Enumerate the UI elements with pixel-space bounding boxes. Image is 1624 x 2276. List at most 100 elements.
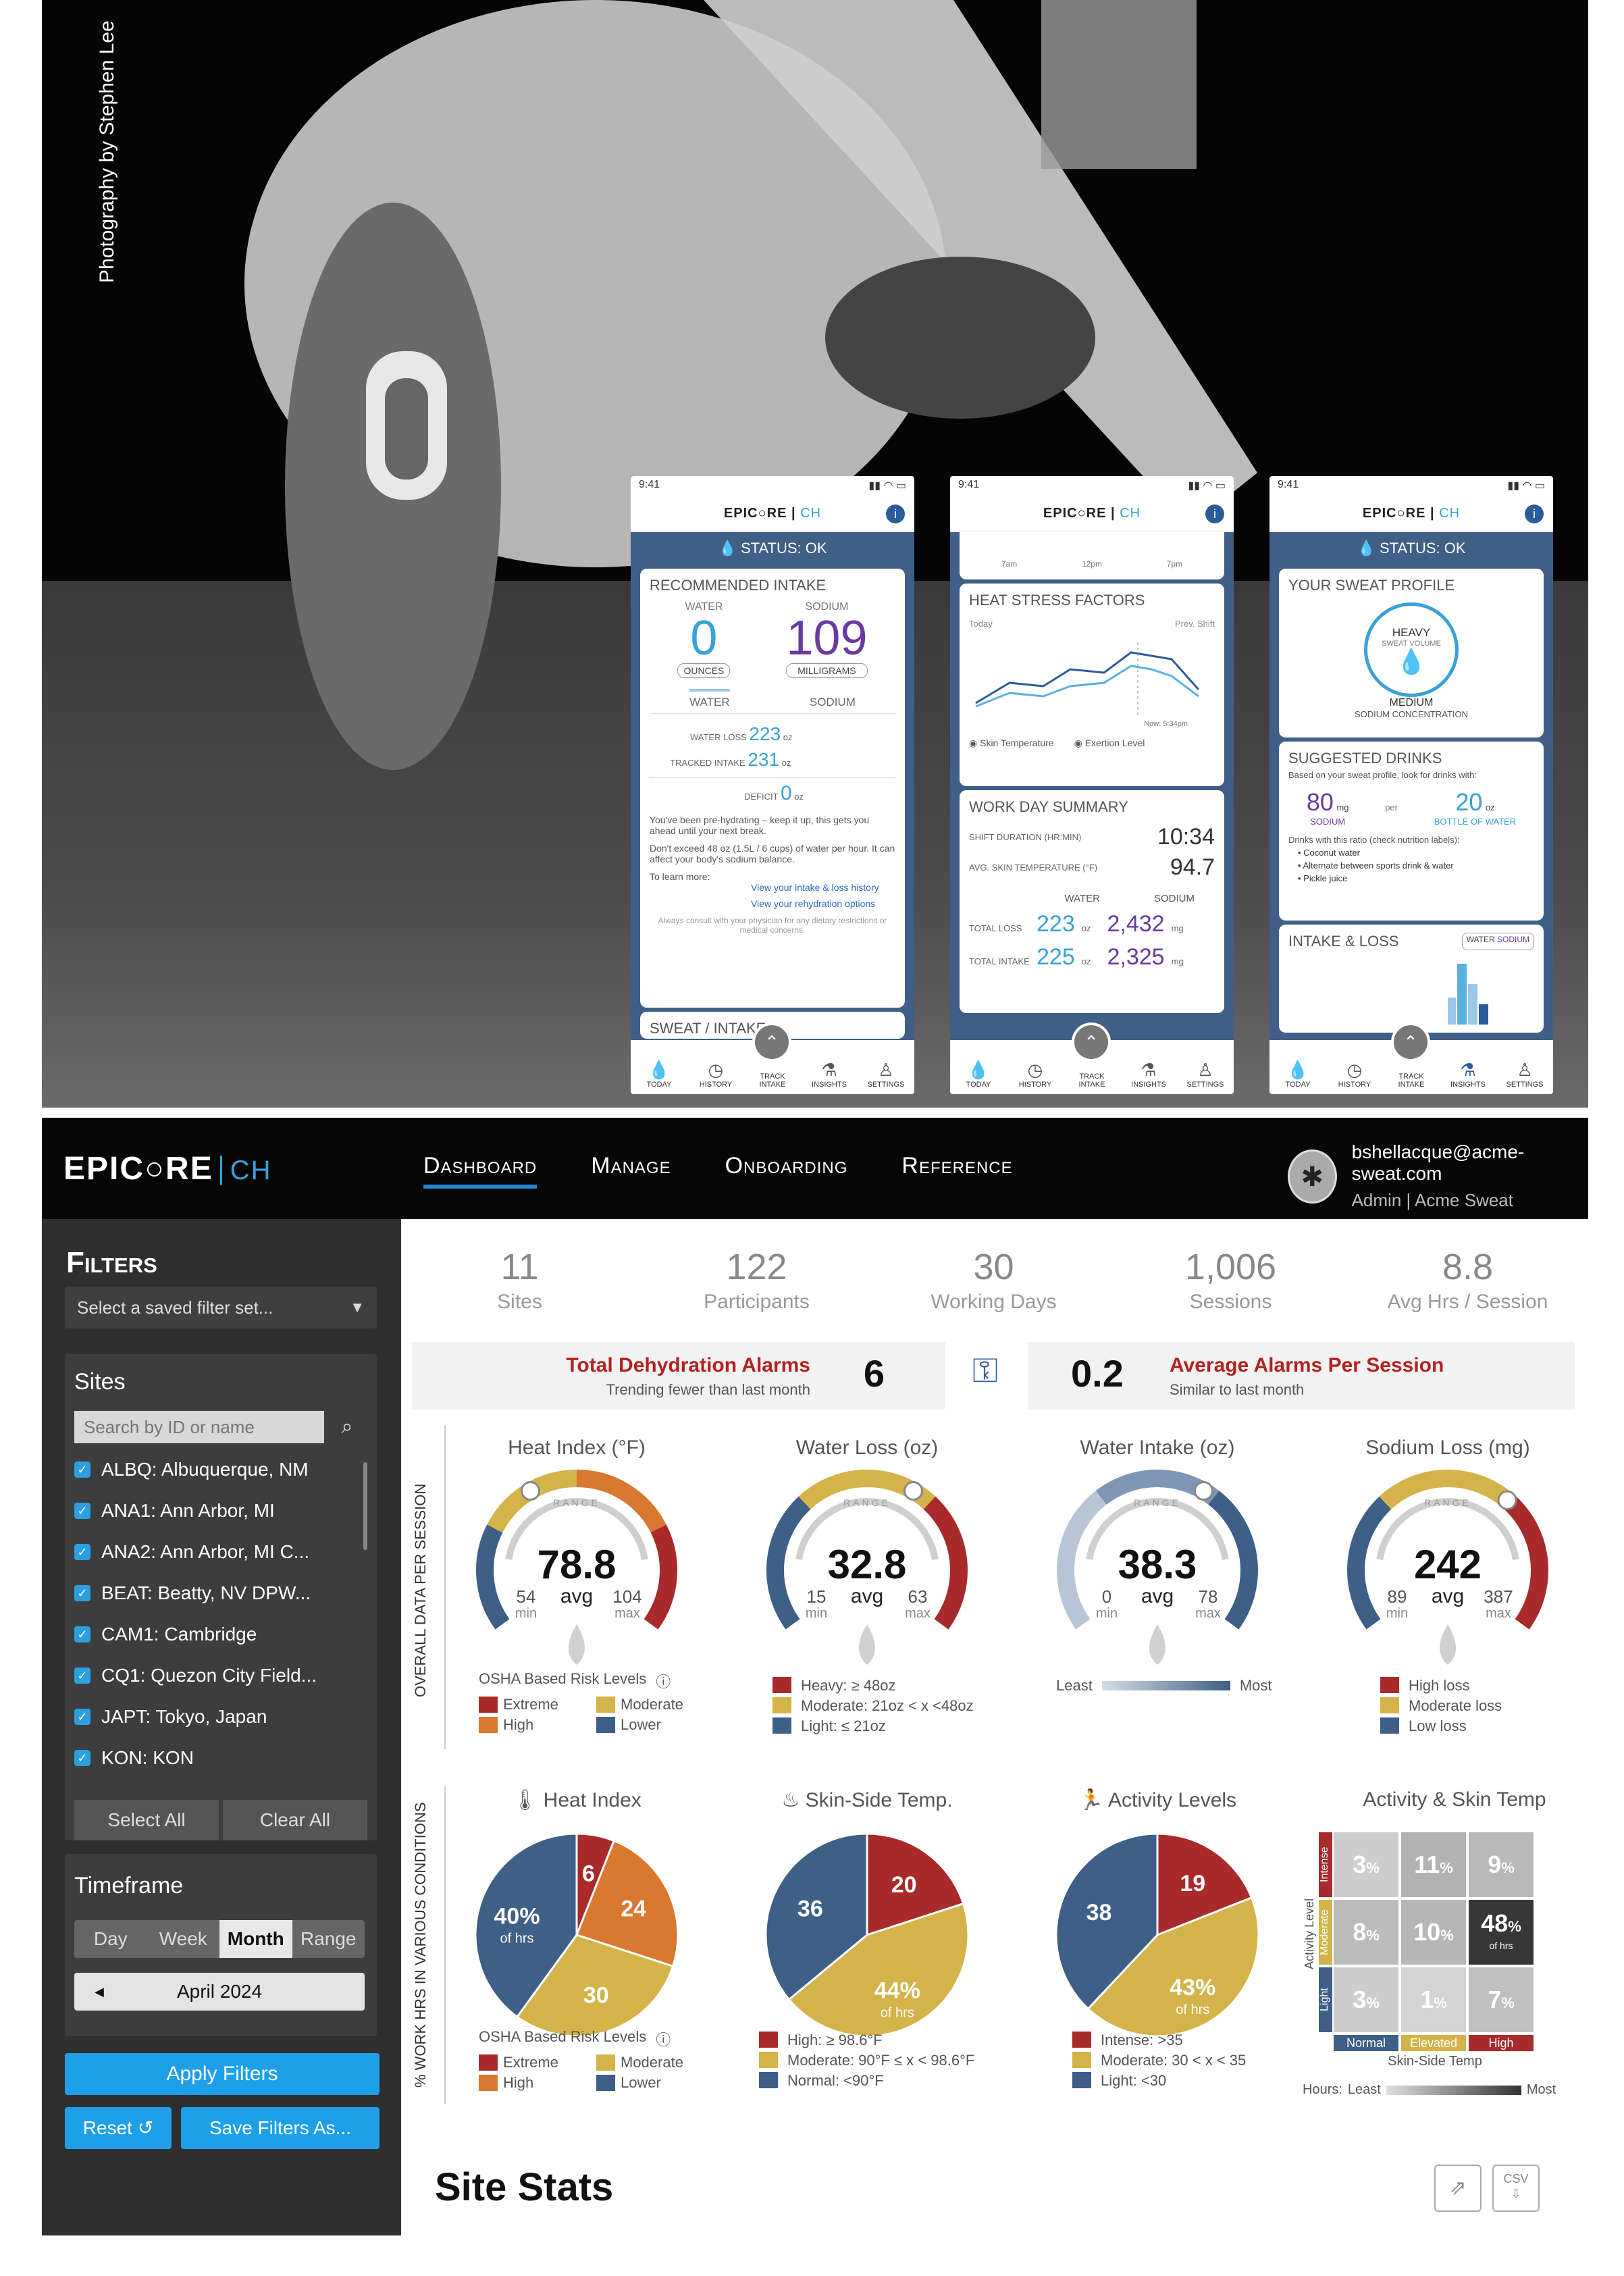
- checkbox-icon[interactable]: ✓: [74, 1502, 90, 1519]
- reset-button[interactable]: Reset ↺: [65, 2107, 172, 2149]
- history-icon: ◷: [708, 1060, 724, 1080]
- chart-card-top: 7am 12pm 7pm: [960, 532, 1224, 579]
- tab-history[interactable]: ◷ HISTORY: [1331, 1060, 1378, 1089]
- timeframe-month[interactable]: Month: [219, 1920, 292, 1958]
- brand-logo[interactable]: EPIC○RE CH: [63, 1151, 272, 1187]
- tab-today[interactable]: 💧 TODAY: [955, 1060, 1002, 1089]
- tab-track[interactable]: ⌃ TRACK INTAKE: [1388, 1023, 1435, 1089]
- tab-insights[interactable]: ⚗ INSIGHTS: [1125, 1060, 1172, 1089]
- nav-reference[interactable]: Reference: [901, 1153, 1013, 1179]
- timeframe-label: Timeframe: [74, 1873, 184, 1898]
- user-email: bshellacque@acme-sweat.com: [1351, 1141, 1525, 1184]
- tab-settings[interactable]: ♙ SETTINGS: [1182, 1060, 1229, 1089]
- site-item[interactable]: ✓ BEAT: Beatty, NV DPW...: [74, 1572, 358, 1613]
- user-menu[interactable]: ✱ bshellacque@acme-sweat.com Admin | Acm…: [1288, 1141, 1588, 1211]
- nav-manage[interactable]: Manage: [591, 1153, 671, 1179]
- heatmap-col-label: Elevated: [1401, 2035, 1466, 2051]
- app-logo: EPIC○RE | CH: [723, 505, 822, 521]
- heatmap-cell: 48% of hrs: [1469, 1900, 1534, 1965]
- info-icon[interactable]: i: [1525, 505, 1544, 523]
- checkbox-icon[interactable]: ✓: [74, 1461, 90, 1478]
- checkbox-icon[interactable]: ✓: [74, 1543, 90, 1560]
- gauge-avg-label: avg: [1141, 1585, 1174, 1607]
- pie-slice: [764, 1832, 868, 2001]
- track-intake-icon[interactable]: ⌃: [1072, 1023, 1111, 1062]
- heatmap-cell-percent: %: [1366, 1994, 1380, 2011]
- csv-download-icon[interactable]: CSV ⇩: [1492, 2165, 1540, 2212]
- site-list-scrollbar[interactable]: [363, 1462, 367, 1550]
- tab-insights[interactable]: ⚗ INSIGHTS: [806, 1060, 853, 1089]
- avatar[interactable]: ✱: [1288, 1149, 1337, 1204]
- checkbox-icon[interactable]: ✓: [74, 1584, 90, 1601]
- tab-track[interactable]: ⌃ TRACK INTAKE: [1068, 1023, 1116, 1089]
- site-item[interactable]: ✓ KON: KON: [74, 1737, 358, 1778]
- gauge-range-arc: [1376, 1498, 1519, 1560]
- prev-month-icon[interactable]: ◀: [95, 1985, 104, 1998]
- clear-all-button[interactable]: Clear All: [223, 1800, 367, 1840]
- site-item[interactable]: ✓ ALBQ: Albuquerque, NM: [74, 1449, 358, 1490]
- timeframe-week[interactable]: Week: [159, 1928, 207, 1949]
- heatmap-x-label: Skin-Side Temp: [1388, 2054, 1482, 2069]
- heatmap-cell-percent: %: [1501, 1994, 1515, 2011]
- water-unit[interactable]: OUNCES: [677, 663, 731, 678]
- kpi-sessions: 1,006 Sessions: [1184, 1247, 1277, 1313]
- water-sodium-toggle[interactable]: WATER SODIUM: [1461, 933, 1534, 950]
- sodium-unit[interactable]: MILLIGRAMS: [786, 663, 868, 678]
- sodium-loss-legend: High loss Moderate loss Low loss: [1380, 1677, 1502, 1738]
- info-icon[interactable]: i: [1205, 505, 1224, 523]
- search-icon[interactable]: ⌕: [341, 1416, 353, 1438]
- gauge-avg-label: avg: [851, 1585, 883, 1607]
- skin-temp-toggle[interactable]: ◉ Skin Temperature: [969, 738, 1054, 748]
- site-search-input[interactable]: [74, 1411, 324, 1443]
- work-day-summary-card: WORK DAY SUMMARY SHIFT DURATION (HR:MIN)…: [960, 790, 1224, 1013]
- gauge-max-label: max: [905, 1606, 931, 1621]
- pie-slice: [1055, 1832, 1159, 2011]
- tab-sodium[interactable]: SODIUM: [809, 696, 856, 708]
- info-icon[interactable]: i: [886, 505, 905, 523]
- gauge-arc-segment: [923, 1496, 968, 1630]
- nav-onboarding[interactable]: Onboarding: [725, 1153, 848, 1179]
- info-icon[interactable]: ⓘ: [656, 1674, 671, 1690]
- total-loss-sodium: 2,432: [1107, 911, 1165, 937]
- tab-insights[interactable]: ⚗ INSIGHTS: [1444, 1060, 1492, 1089]
- checkbox-icon[interactable]: ✓: [74, 1749, 90, 1766]
- nav-dashboard[interactable]: Dashboard: [423, 1153, 538, 1189]
- tab-settings[interactable]: ♙ SETTINGS: [862, 1060, 910, 1089]
- tab-settings[interactable]: ♙ SETTINGS: [1501, 1060, 1548, 1089]
- month-picker[interactable]: ◀ April 2024: [74, 1973, 365, 2011]
- site-item[interactable]: ✓ ANA2: Ann Arbor, MI C...: [74, 1531, 358, 1572]
- track-intake-icon[interactable]: ⌃: [752, 1023, 791, 1062]
- select-all-button[interactable]: Select All: [74, 1800, 219, 1840]
- tab-history[interactable]: ◷ HISTORY: [1012, 1060, 1059, 1089]
- info-icon[interactable]: ⓘ: [656, 2032, 671, 2048]
- site-item[interactable]: ✓ JAPT: Tokyo, Japan: [74, 1696, 358, 1737]
- gauge-arc-segment: [476, 1524, 510, 1630]
- drink-item: • Pickle juice: [1298, 873, 1348, 883]
- saved-filter-select[interactable]: Select a saved filter set... ▼: [65, 1287, 377, 1328]
- checkbox-icon[interactable]: ✓: [74, 1667, 90, 1684]
- timeframe-range[interactable]: Range: [300, 1928, 357, 1949]
- rehydration-link[interactable]: View your rehydration options: [751, 898, 876, 909]
- sweat-profile-card: YOUR SWEAT PROFILE HEAVY SWEAT VOLUME 💧 …: [1279, 569, 1544, 738]
- save-filters-button[interactable]: Save Filters As...: [181, 2107, 379, 2149]
- export-icon[interactable]: ⇗: [1434, 2165, 1482, 2212]
- site-item[interactable]: ✓ CQ1: Quezon City Field...: [74, 1655, 358, 1696]
- history-link[interactable]: View your intake & loss history: [751, 882, 879, 893]
- drop-icon: 💧: [1396, 648, 1427, 675]
- apply-filters-button[interactable]: Apply Filters: [65, 2053, 379, 2095]
- exertion-toggle[interactable]: ◉ Exertion Level: [1074, 738, 1145, 748]
- timeframe-day[interactable]: Day: [93, 1928, 128, 1949]
- total-alarms-title: Total Dehydration Alarms: [566, 1354, 810, 1376]
- site-item[interactable]: ✓ ANA1: Ann Arbor, MI: [74, 1490, 358, 1531]
- gauge-range-arc: [505, 1498, 648, 1560]
- checkbox-icon[interactable]: ✓: [74, 1626, 90, 1643]
- gauge-range-arc: [1086, 1498, 1229, 1560]
- tab-track[interactable]: ⌃ TRACK INTAKE: [749, 1023, 796, 1089]
- tab-today[interactable]: 💧 TODAY: [635, 1060, 683, 1089]
- tab-water[interactable]: WATER: [689, 689, 730, 709]
- tab-today[interactable]: 💧 TODAY: [1274, 1060, 1321, 1089]
- checkbox-icon[interactable]: ✓: [74, 1708, 90, 1725]
- site-item[interactable]: ✓ CAM1: Cambridge: [74, 1613, 358, 1655]
- tab-history[interactable]: ◷ HISTORY: [692, 1060, 739, 1089]
- track-intake-icon[interactable]: ⌃: [1391, 1023, 1430, 1062]
